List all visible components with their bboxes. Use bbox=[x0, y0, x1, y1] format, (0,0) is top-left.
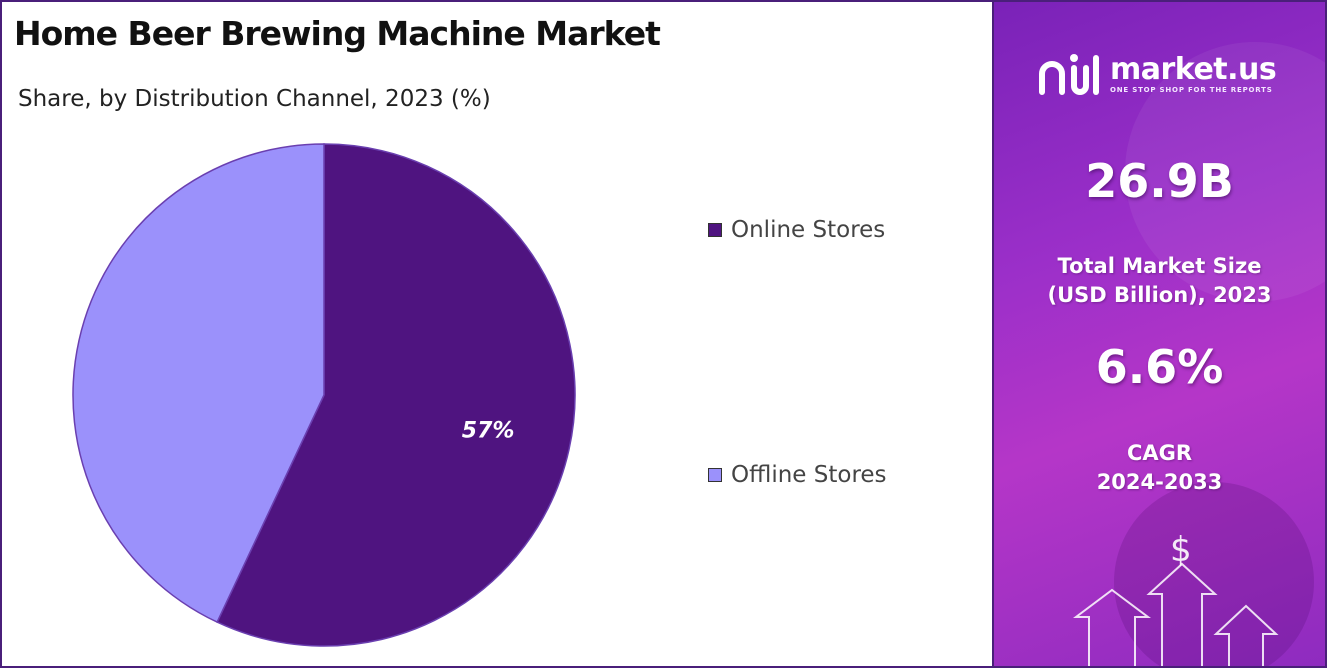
legend-item-offline-stores: Offline Stores bbox=[708, 462, 887, 488]
arrow-up-icon bbox=[1073, 562, 1279, 666]
stats-panel: market.us ONE STOP SHOP FOR THE REPORTS … bbox=[992, 2, 1325, 666]
legend-label-offline-stores: Offline Stores bbox=[731, 462, 887, 488]
dollar-icon: $ bbox=[1170, 530, 1192, 570]
legend-item-online-stores: Online Stores bbox=[708, 217, 885, 243]
cagr-value: 6.6% bbox=[1095, 340, 1224, 394]
cagr-label-line2: 2024-2033 bbox=[1096, 470, 1223, 494]
market-size-label-line1: Total Market Size bbox=[1057, 254, 1262, 278]
brand-tagline: ONE STOP SHOP FOR THE REPORTS bbox=[1110, 86, 1273, 94]
legend-label-online-stores: Online Stores bbox=[731, 217, 886, 243]
brand-logo: market.us ONE STOP SHOP FOR THE REPORTS bbox=[1038, 52, 1277, 96]
chart-panel: Home Beer Brewing Machine Market Share, … bbox=[2, 2, 992, 666]
cagr-label-line1: CAGR bbox=[1126, 441, 1193, 465]
legend-swatch-offline-stores bbox=[708, 468, 722, 482]
decoration-graphic bbox=[1073, 562, 1279, 666]
brand-name: market.us bbox=[1110, 52, 1277, 87]
chart-title: Home Beer Brewing Machine Market bbox=[14, 14, 661, 53]
pie-slice-offline-stores bbox=[72, 143, 325, 624]
market-size-label-line2: (USD Billion), 2023 bbox=[1047, 283, 1272, 307]
data-label-online-stores: 57% bbox=[462, 419, 515, 444]
chart-subtitle: Share, by Distribution Channel, 2023 (%) bbox=[18, 86, 491, 112]
market-size-value: 26.9B bbox=[1085, 154, 1234, 208]
pie-slice-online-stores bbox=[216, 143, 576, 647]
pie-chart: 57% bbox=[72, 143, 576, 647]
market-us-logo-icon bbox=[1039, 54, 1099, 95]
legend-swatch-online-stores bbox=[708, 223, 722, 237]
